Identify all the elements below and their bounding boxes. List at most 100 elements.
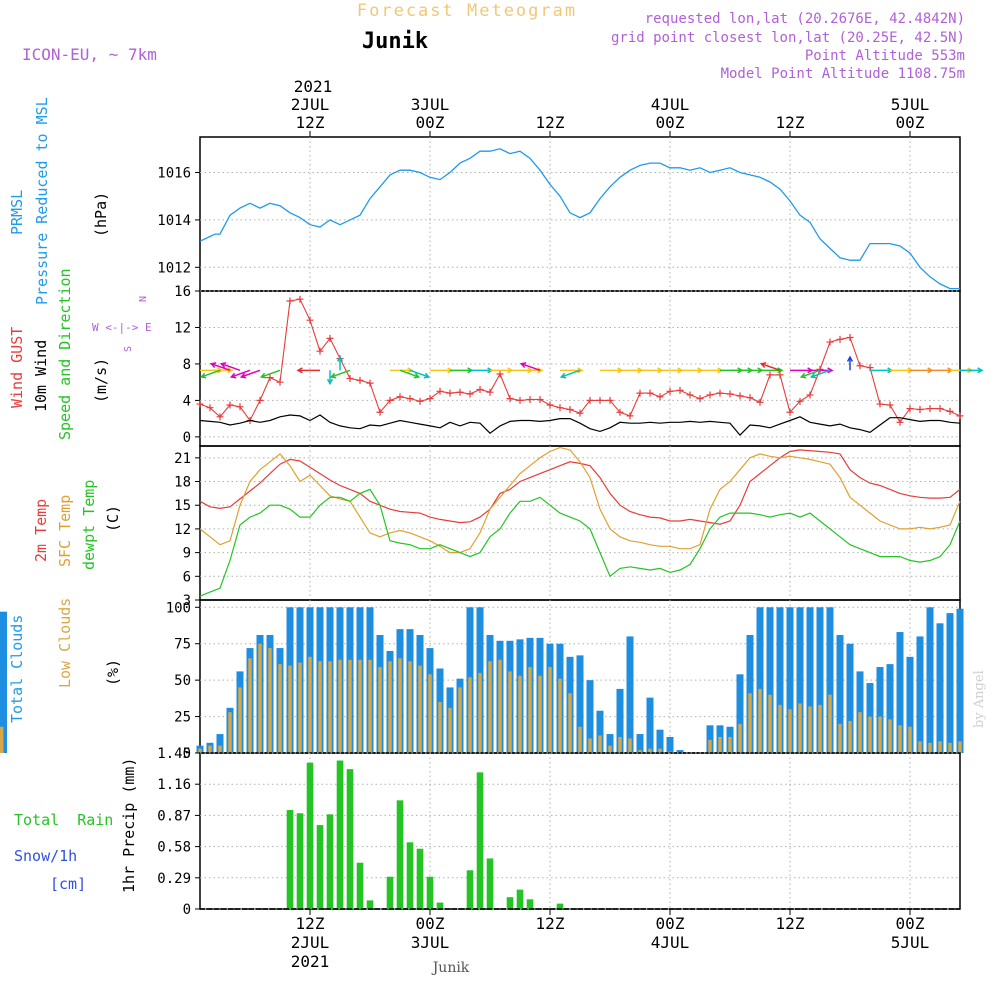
low-cloud-bar — [0, 726, 4, 753]
gust-marker — [466, 390, 474, 398]
wind10m-line — [199, 414, 961, 436]
low-cloud-bar — [328, 661, 332, 753]
gust-marker — [536, 396, 544, 403]
low-cloud-bar — [738, 723, 742, 753]
rain-bar — [406, 842, 414, 909]
gust-marker — [396, 393, 404, 401]
top-day-label: 3JUL — [411, 95, 450, 114]
y-tick-label: 1.45 — [157, 746, 191, 762]
low-cloud-bar — [208, 745, 212, 753]
low-cloud-bar — [808, 706, 812, 753]
low-cloud-bar — [778, 704, 782, 753]
top-hour-label: 12Z — [536, 113, 565, 132]
gridpoint-coords: grid point closest lon,lat (20.25E, 42.5… — [611, 30, 965, 46]
bottom-hour-label: 00Z — [896, 914, 925, 933]
bottom-day-label: 2JUL — [291, 933, 330, 952]
low-cloud-bar — [588, 738, 592, 753]
rain-bar — [316, 825, 324, 909]
total-cloud-bar — [786, 607, 794, 753]
y-tick-label: 12 — [174, 522, 191, 538]
requested-coords: requested lon,lat (20.2676E, 42.4842N) — [645, 11, 965, 27]
total-cloud-bar — [216, 734, 224, 753]
low-cloud-bar — [728, 736, 732, 753]
gust-marker — [836, 335, 844, 343]
wind-arrow — [229, 369, 251, 379]
bottom-day-label: 5JUL — [891, 933, 930, 952]
temperature-labels: 2m Temp SFC Temp dewpt Temp (C) — [32, 480, 122, 570]
gust-marker — [576, 409, 584, 417]
gust-marker — [416, 397, 424, 405]
total-cloud-bar — [676, 750, 684, 753]
cloud-labels: Total Clouds Low Clouds (%) — [8, 598, 122, 723]
total-cloud-bar — [826, 607, 834, 753]
gust-line — [199, 298, 961, 424]
low-cloud-bar — [318, 661, 322, 753]
gust-marker — [856, 362, 864, 370]
dewpt-label: dewpt Temp — [80, 480, 98, 570]
low-cloud-bar — [888, 719, 892, 753]
wind-arrow — [209, 362, 231, 372]
low-cloud-bar — [708, 739, 712, 753]
low-cloud-bar — [398, 658, 402, 753]
y-tick-label: 0 — [183, 902, 191, 918]
wind-arrow — [870, 367, 894, 374]
low-cloud-bar — [518, 675, 522, 753]
gust-marker — [696, 395, 704, 403]
low-cloud-bar — [648, 748, 652, 753]
wind-arrow — [846, 355, 854, 371]
dewpt-line — [199, 488, 961, 597]
gust-marker — [716, 389, 724, 397]
c-unit: (C) — [104, 505, 122, 532]
y-tick-label: 25 — [174, 710, 191, 726]
rain-bar — [286, 810, 294, 909]
gust-marker — [626, 412, 634, 420]
bottom-hour-label: 12Z — [296, 914, 325, 933]
low-cloud-bar — [788, 709, 792, 753]
low-cloud-bar — [928, 742, 932, 753]
top-day-label: 2JUL — [291, 95, 330, 114]
low-cloud-bar — [268, 648, 272, 753]
sfc-temp-line — [199, 446, 961, 554]
total-cloud-bar — [806, 607, 814, 753]
precip-unit: 1hr Precip (mm) — [120, 758, 138, 893]
total-cloud-bar — [796, 607, 804, 753]
compass-s: S — [123, 346, 134, 352]
total-cloud-bar — [936, 623, 944, 753]
credit-watermark: by Angel — [972, 670, 987, 728]
gust-marker — [376, 408, 384, 416]
total-cloud-bar — [606, 734, 614, 753]
bottom-year-label: 2021 — [291, 952, 330, 971]
y-tick-label: 1016 — [157, 166, 191, 182]
gust-marker — [786, 408, 794, 416]
total-cloud-bar — [776, 607, 784, 753]
low-clouds-label: Low Clouds — [56, 598, 74, 688]
low-cloud-bar — [938, 741, 942, 753]
y-tick-label: 0.87 — [157, 808, 191, 824]
total-cloud-bar — [886, 664, 894, 753]
pressure-panel: 1012 1014 1016 — [157, 136, 961, 292]
wind-arrow — [239, 369, 261, 379]
gust-marker — [806, 391, 814, 399]
total-cloud-bar — [0, 616, 7, 753]
wind-arrow — [910, 367, 934, 374]
total-cloud-bar — [626, 636, 634, 753]
gust-marker — [726, 390, 734, 398]
low-cloud-bar — [228, 712, 232, 753]
rain-bar — [366, 900, 374, 909]
wind-arrow — [640, 367, 664, 374]
low-cloud-bar — [818, 704, 822, 753]
rain-bar — [386, 876, 394, 909]
footer-location: Junik — [431, 960, 470, 976]
low-cloud-bar — [598, 735, 602, 753]
low-cloud-bar — [408, 661, 412, 753]
wind-arrow — [450, 367, 474, 374]
low-cloud-bar — [918, 741, 922, 753]
low-cloud-bar — [558, 678, 562, 753]
temperature-frame — [199, 445, 961, 601]
total-clouds-label: Total Clouds — [8, 615, 26, 723]
chart-title: Forecast Meteogram — [357, 1, 577, 21]
model-altitude: Model Point Altitude 1108.75m — [721, 66, 965, 82]
gust-marker — [306, 316, 314, 324]
gust-marker — [516, 396, 524, 404]
